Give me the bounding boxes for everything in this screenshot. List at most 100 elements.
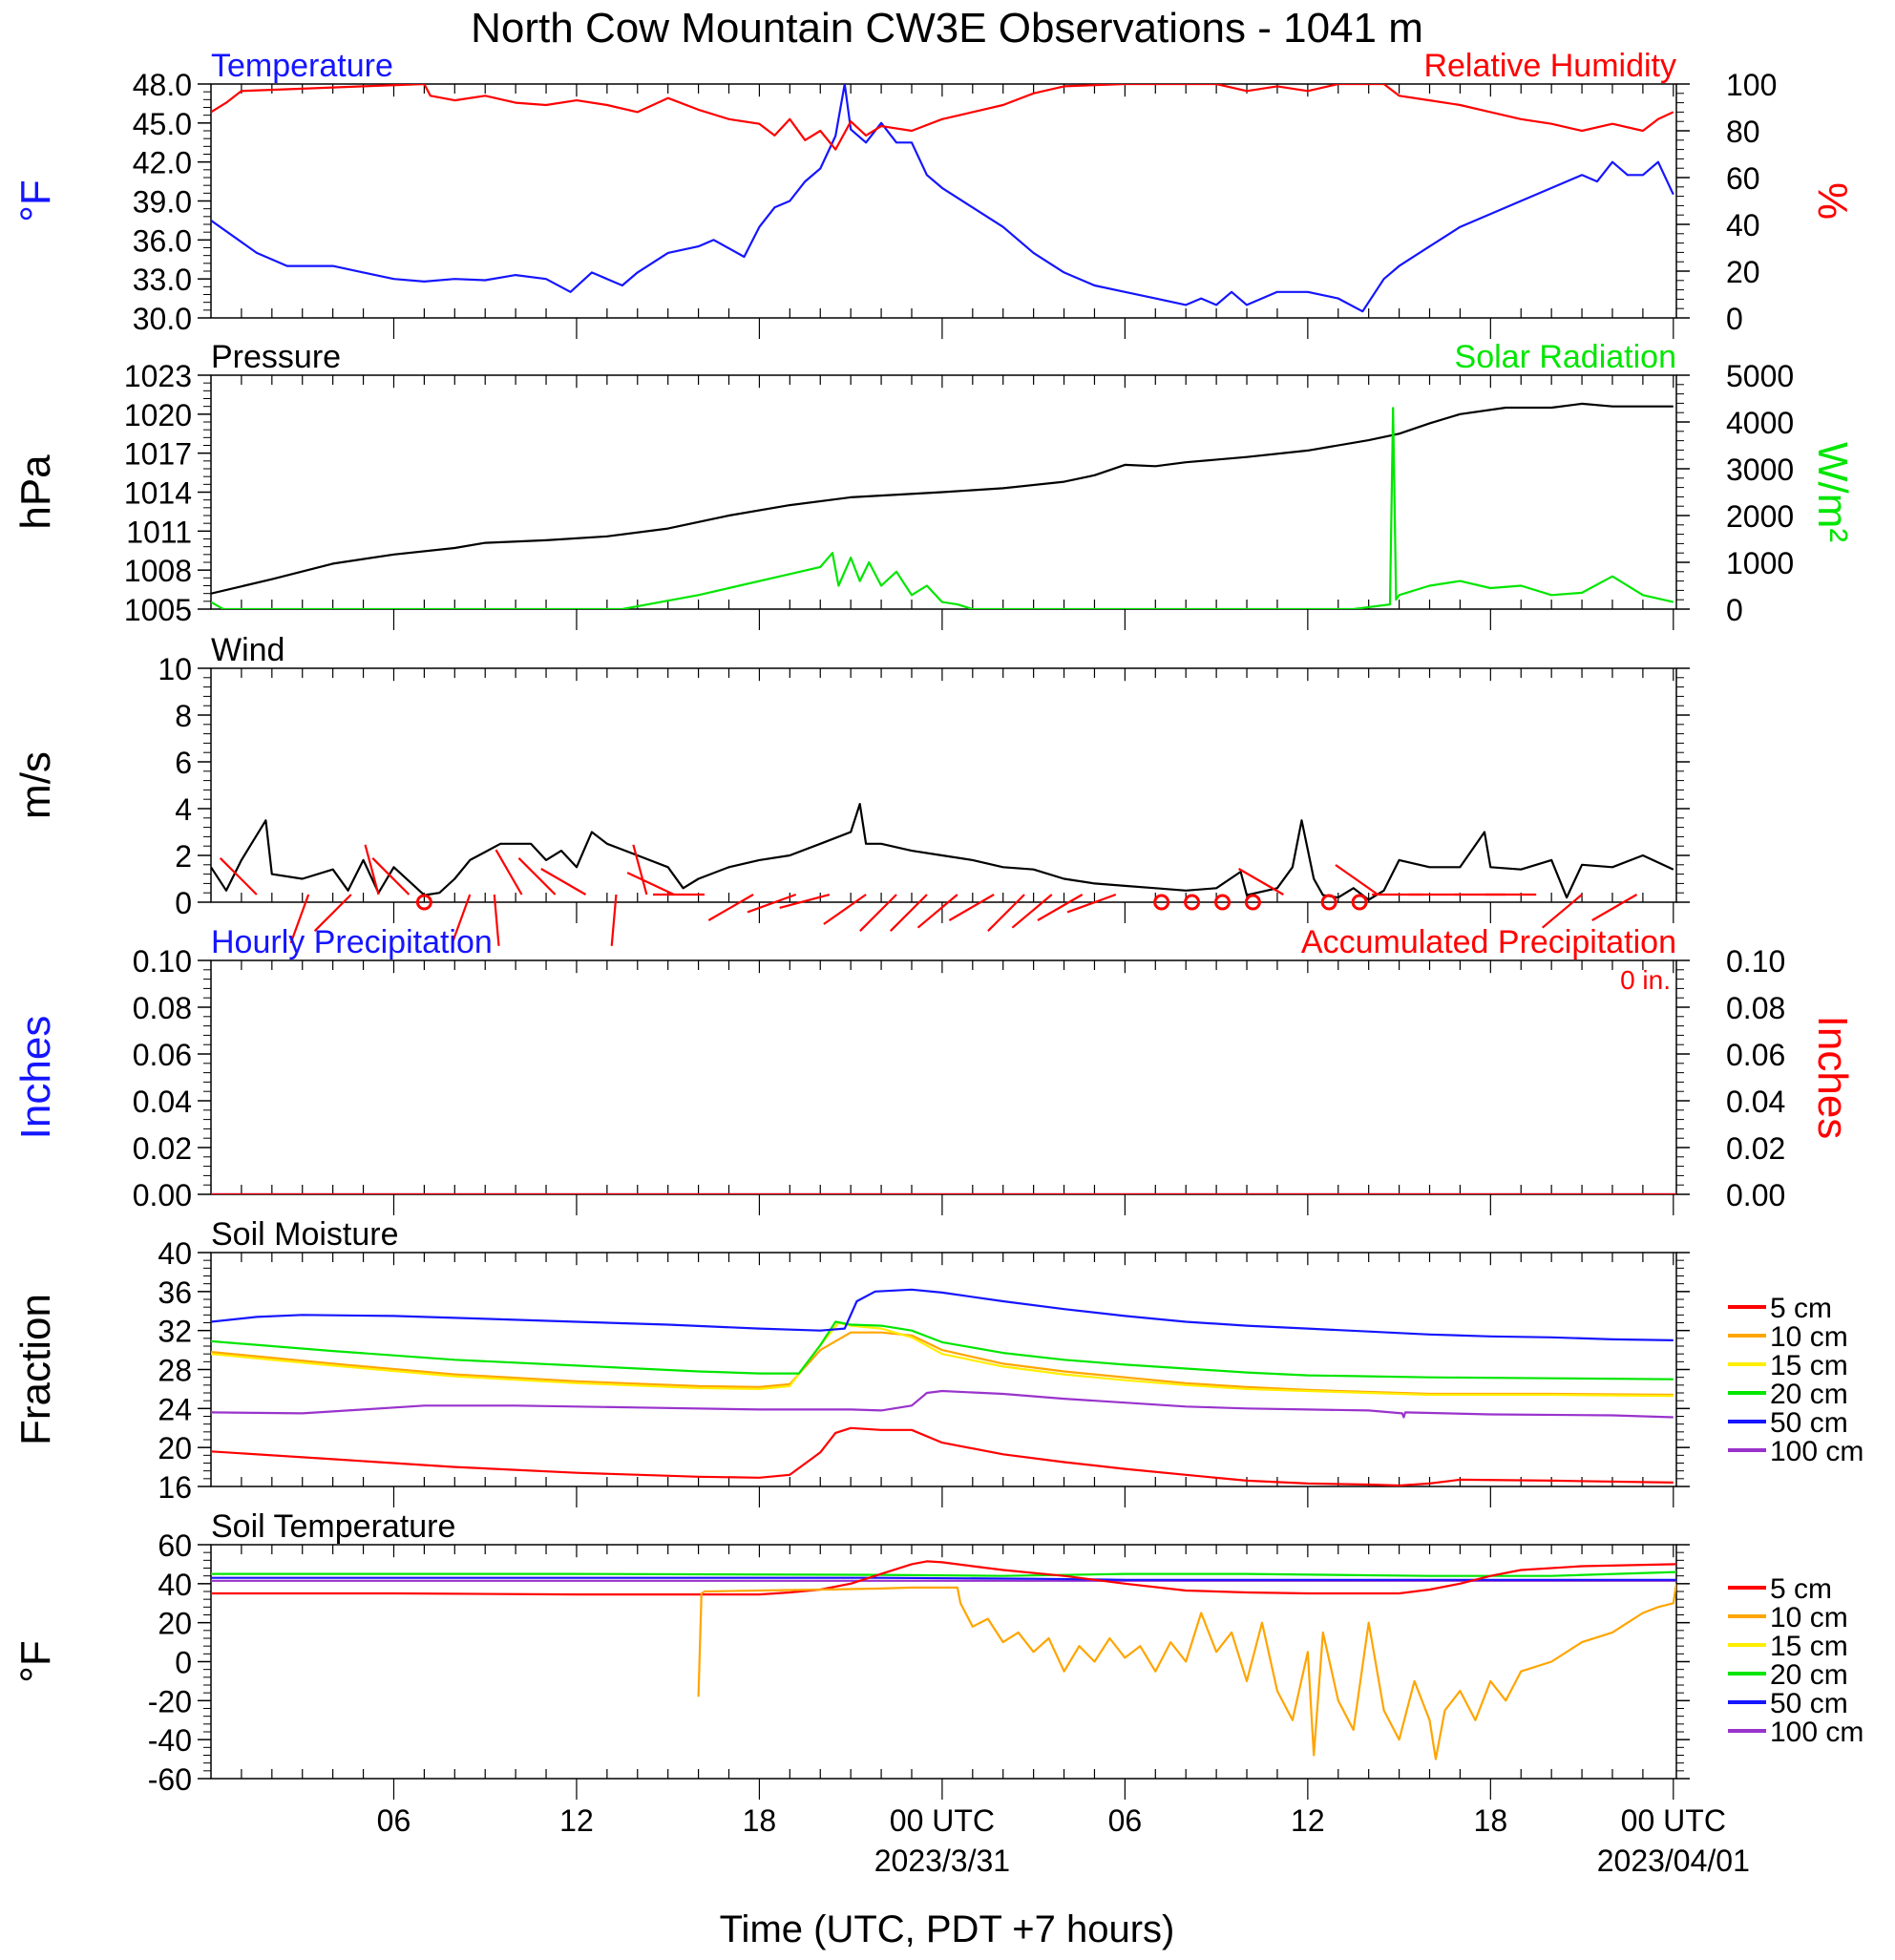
y-left-tick-label: 4 — [175, 792, 192, 827]
y-left-axis-label: °F — [12, 179, 59, 221]
y-right-tick-label: 40 — [1726, 208, 1760, 242]
x-tick-label: 12 — [559, 1803, 594, 1838]
wind-barb — [364, 844, 380, 896]
wind-barb — [1011, 894, 1053, 929]
series-line-20-cm — [211, 1320, 1674, 1380]
y-left-tick-label: 1017 — [124, 437, 192, 472]
y-right-tick-label: 4000 — [1726, 406, 1794, 440]
wind-barbs — [219, 844, 1638, 946]
panel-title-right: Accumulated Precipitation — [1301, 924, 1676, 960]
legend-label: 100 cm — [1770, 1717, 1863, 1748]
calm-wind-marker — [1351, 894, 1368, 911]
wind-barb — [1541, 894, 1583, 929]
y-right-tick-label: 100 — [1726, 68, 1777, 102]
legend-label: 20 cm — [1770, 1379, 1848, 1410]
y-left-tick-label: 0.08 — [133, 991, 192, 1025]
y-right-tick-label: 0.02 — [1726, 1131, 1785, 1166]
y-left-tick-label: 0 — [175, 886, 192, 920]
panel-temperature-rh: 30.0 33.0 36.039.0 42.0 45.0 48.0 0 20 40 60 80 100… — [12, 48, 1856, 339]
y-right-tick-label: 0 — [1726, 593, 1743, 627]
y-left-tick-label: 20 — [158, 1431, 192, 1465]
y-right-tick-label: 0.08 — [1726, 991, 1785, 1025]
wind-barb — [632, 844, 648, 896]
legend-label: 5 cm — [1770, 1293, 1832, 1324]
y-left-tick-label: 45.0 — [133, 107, 192, 141]
y-left-tick-label: 2 — [175, 839, 192, 874]
y-right-axis-label: Inches — [1809, 1016, 1856, 1140]
wind-barb — [451, 894, 472, 944]
calm-wind-marker — [1214, 894, 1232, 911]
y-left-tick-label: 33.0 — [133, 263, 192, 297]
series-line-10-cm — [697, 1583, 1676, 1760]
panels: 30.033.036.039.042.045.048.0020406080100… — [12, 48, 1863, 1800]
y-left-tick-label: 48.0 — [133, 68, 192, 102]
y-right-tick-label: 0.10 — [1726, 944, 1785, 979]
wind-barb — [823, 894, 867, 925]
panel-title-left: Pressure — [211, 339, 341, 375]
series-line-relative-humidity — [211, 84, 1674, 151]
panel-pressure-solar: 1005 1008 1011 1014 1017 1020 1023 0 1000 2000 300… — [12, 339, 1856, 630]
series-line-pressure — [211, 402, 1674, 595]
legend-label: 50 cm — [1770, 1688, 1848, 1719]
y-left-tick-label: 40 — [158, 1568, 192, 1602]
wind-barb — [313, 894, 352, 932]
wind-barb — [495, 849, 523, 896]
y-left-tick-label: 0.10 — [133, 944, 192, 979]
y-right-tick-label: 80 — [1726, 115, 1760, 149]
y-left-tick-label: 36.0 — [133, 223, 192, 258]
series-line-100-cm — [211, 1389, 1674, 1419]
calm-wind-marker — [1153, 894, 1170, 911]
y-left-tick-label: 24 — [158, 1392, 192, 1426]
legend-label: 5 cm — [1770, 1573, 1832, 1605]
x-tick-label: 06 — [377, 1803, 411, 1838]
series-line-50-cm — [211, 1576, 1676, 1581]
y-left-axis-label: Fraction — [12, 1294, 59, 1445]
series-line-15-cm — [211, 1321, 1674, 1398]
y-left-tick-label: 42.0 — [133, 146, 192, 180]
wind-barb — [948, 894, 995, 921]
y-left-axis-label: m/s — [12, 751, 59, 819]
wind-barb — [859, 894, 897, 932]
series-group — [211, 402, 1674, 609]
y-left-tick-label: 0 — [175, 1646, 192, 1680]
calm-wind-marker — [1320, 894, 1337, 911]
y-right-tick-label: 5000 — [1726, 359, 1794, 393]
y-left-tick-label: 32 — [158, 1315, 192, 1349]
y-left-tick-label: 60 — [158, 1528, 192, 1563]
series-line-temperature — [211, 84, 1674, 313]
y-right-tick-label: 2000 — [1726, 499, 1794, 534]
wind-barb — [1591, 894, 1638, 921]
y-right-axis-label: W/m² — [1809, 442, 1856, 542]
wind-barb — [707, 894, 754, 921]
y-left-tick-label: 8 — [175, 699, 192, 733]
y-left-tick-label: 36 — [158, 1275, 192, 1310]
series-line-50-cm — [211, 1288, 1674, 1341]
y-right-axis-label: % — [1809, 182, 1856, 220]
y-left-tick-label: 1011 — [126, 515, 192, 549]
series-group — [211, 84, 1674, 313]
x-tick-label: 06 — [1108, 1803, 1143, 1838]
y-left-tick-label: -40 — [148, 1723, 192, 1758]
y-left-tick-label: 28 — [158, 1354, 192, 1388]
legend-label: 20 cm — [1770, 1659, 1848, 1691]
x-tick-label: 00 UTC — [890, 1803, 995, 1838]
y-left-tick-label: -20 — [148, 1684, 192, 1718]
wind-barb — [493, 894, 500, 946]
legend-label: 100 cm — [1770, 1436, 1863, 1467]
wind-barb — [916, 894, 958, 929]
x-tick-label: 18 — [743, 1803, 777, 1838]
panel-title-left: Hourly Precipitation — [211, 924, 493, 960]
series-group — [211, 1560, 1676, 1760]
series-line-solar-radiation — [211, 407, 1674, 609]
y-right-tick-label: 60 — [1726, 161, 1760, 196]
figure-title: North Cow Mountain CW3E Observations - 1… — [471, 5, 1423, 52]
panel-precipitation: 0.00 0.02 0.04 0.06 0.08 0.10 0.00 0.02 0.04 0.06… — [12, 924, 1856, 1215]
panel-title-left: Soil Temperature — [211, 1508, 455, 1545]
y-right-tick-label: 0.06 — [1726, 1038, 1785, 1072]
y-left-tick-label: 0.02 — [133, 1131, 192, 1166]
wind-barb — [779, 893, 831, 910]
plot-frame — [210, 667, 1677, 903]
